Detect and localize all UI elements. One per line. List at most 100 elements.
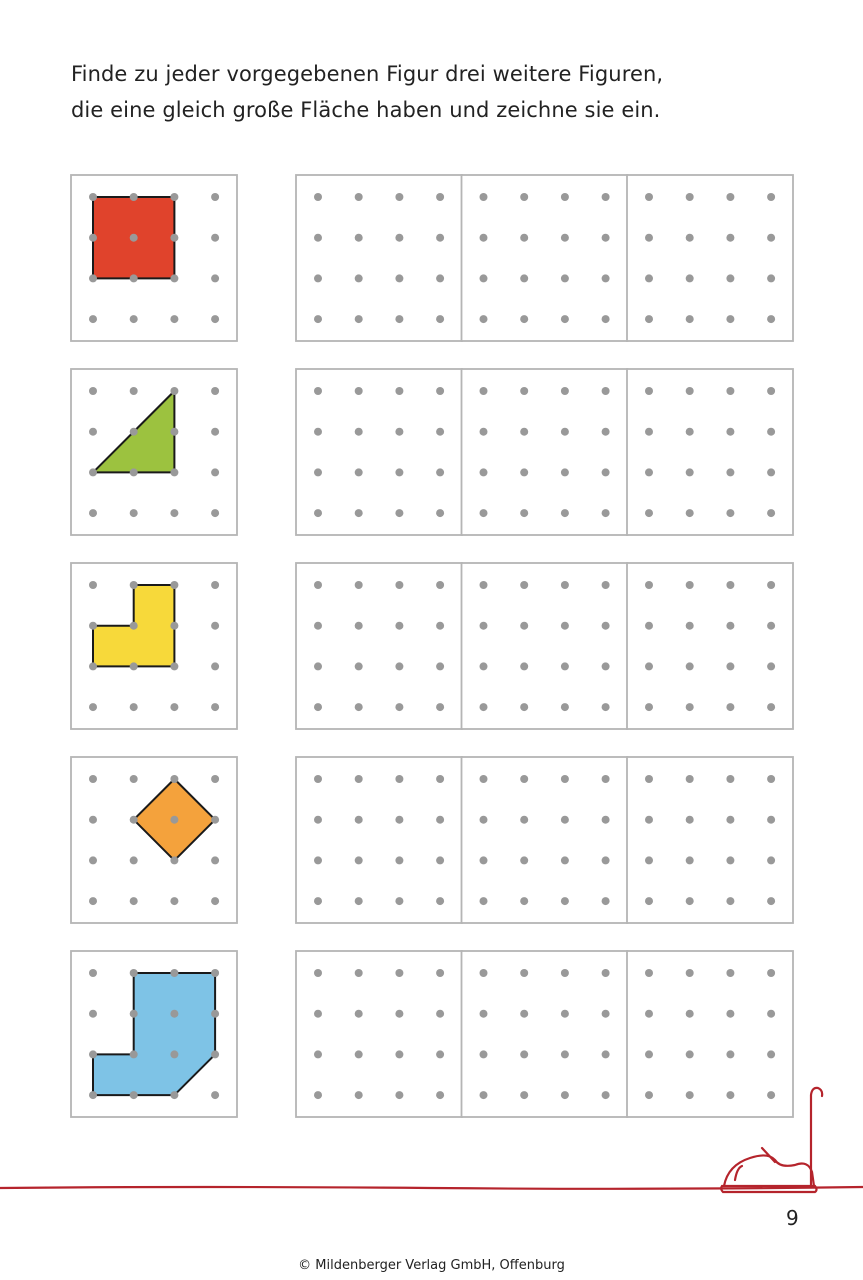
grid-dot: [520, 509, 529, 518]
grid-dot: [479, 621, 488, 630]
grid-dot: [314, 621, 322, 630]
grid-dot: [685, 233, 694, 242]
answer-cell[interactable]: [626, 950, 794, 1118]
answer-cell[interactable]: [460, 562, 629, 730]
grid-dot: [685, 969, 694, 977]
grid-dot: [354, 897, 363, 906]
footer-line: [0, 1185, 863, 1190]
example-frame: [70, 368, 238, 536]
answer-cell[interactable]: [295, 756, 463, 924]
grid-dot: [129, 193, 138, 201]
grid-dot: [601, 897, 610, 906]
grid-dot: [601, 233, 610, 242]
grid-dot: [354, 775, 363, 783]
grid-dot: [436, 621, 445, 630]
grid-dot: [170, 621, 179, 630]
grid-dot: [89, 315, 97, 324]
grid-dot: [645, 427, 653, 436]
grid-dot: [645, 274, 653, 283]
car-detail: [733, 1164, 744, 1182]
grid-dot: [129, 897, 138, 906]
grid-dot: [170, 662, 179, 671]
grid-dot: [354, 1009, 363, 1018]
bumper-car-icon: [720, 1086, 824, 1194]
grid-dot: [395, 1050, 404, 1059]
grid-dot: [436, 1009, 445, 1018]
grid-dot: [479, 1050, 488, 1059]
grid-dot: [436, 815, 445, 824]
grid-dot: [479, 969, 488, 977]
grid-dot: [314, 581, 322, 589]
grid-dot: [601, 509, 610, 518]
grid-dot: [767, 897, 776, 906]
grid-dot: [560, 468, 569, 477]
answer-cell[interactable]: [295, 174, 463, 342]
grid-dot: [726, 969, 735, 977]
answer-cell[interactable]: [460, 950, 629, 1118]
grid-dot: [479, 193, 488, 201]
grid-dot: [560, 775, 569, 783]
grid-dot: [436, 315, 445, 324]
grid-dot: [314, 1050, 322, 1059]
grid-dot: [129, 775, 138, 783]
answer-cell[interactable]: [460, 756, 629, 924]
grid-dot: [129, 274, 138, 283]
grid-dot: [211, 274, 220, 283]
grid-dot: [520, 897, 529, 906]
answer-cell[interactable]: [460, 174, 629, 342]
grid-dot: [89, 969, 97, 977]
grid-dot: [170, 315, 179, 324]
grid-dot: [314, 1009, 322, 1018]
grid-dot: [685, 1091, 694, 1100]
grid-dot: [436, 427, 445, 436]
grid-dot: [395, 193, 404, 201]
grid-dot: [89, 621, 97, 630]
grid-dot: [314, 315, 322, 324]
grid-dot: [685, 703, 694, 712]
grid-dot: [170, 1009, 179, 1018]
grid-dot: [395, 509, 404, 518]
answer-cell[interactable]: [626, 562, 794, 730]
grid-dot: [560, 621, 569, 630]
grid-dot: [767, 775, 776, 783]
grid-dot: [645, 969, 653, 977]
grid-dot: [685, 427, 694, 436]
grid-dot: [89, 193, 97, 201]
grid-dot: [767, 581, 776, 589]
grid-dot: [767, 662, 776, 671]
answer-cell[interactable]: [295, 368, 463, 536]
answer-cell[interactable]: [295, 950, 463, 1118]
answer-cell[interactable]: [626, 368, 794, 536]
grid-dot: [314, 509, 322, 518]
grid-dot: [560, 509, 569, 518]
grid-dot: [436, 509, 445, 518]
grid-dot: [354, 621, 363, 630]
answer-cell[interactable]: [626, 174, 794, 342]
car-pole: [809, 1086, 824, 1188]
answer-cell[interactable]: [460, 368, 629, 536]
grid-dot: [211, 703, 220, 712]
grid-dot: [89, 1091, 97, 1100]
grid-dot: [560, 703, 569, 712]
grid-dot: [685, 856, 694, 865]
grid-dot: [211, 233, 220, 242]
grid-dot: [726, 315, 735, 324]
grid-dot: [395, 468, 404, 477]
grid-dot: [436, 662, 445, 671]
grid-dot: [89, 427, 97, 436]
grid-dot: [520, 815, 529, 824]
grid-dot: [129, 233, 138, 242]
grid-dot: [479, 509, 488, 518]
answer-cell[interactable]: [626, 756, 794, 924]
grid-dot: [645, 662, 653, 671]
grid-dot: [767, 274, 776, 283]
grid-dot: [170, 856, 179, 865]
answer-cell[interactable]: [295, 562, 463, 730]
grid-dot: [767, 1091, 776, 1100]
example-frame: [70, 174, 238, 342]
grid-dot: [354, 233, 363, 242]
grid-dot: [211, 509, 220, 518]
grid-dot: [645, 193, 653, 201]
grid-dot: [314, 468, 322, 477]
grid-dot: [479, 815, 488, 824]
